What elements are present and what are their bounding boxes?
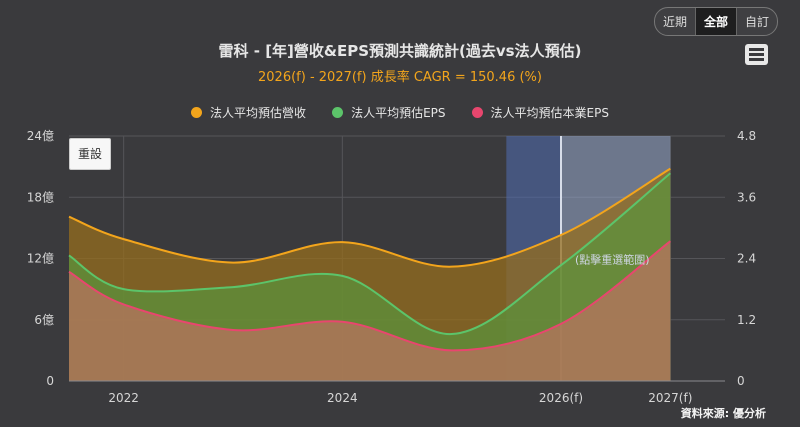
range-button-custom[interactable]: 自訂	[744, 15, 769, 29]
legend-label-revenue: 法人平均預估營收	[210, 106, 307, 120]
legend-dot-core-eps	[471, 107, 483, 118]
range-button-all[interactable]: 全部	[695, 8, 737, 35]
chart-title: 雷科 - [年]營收&EPS預測共識統計(過去vs法人預估)	[218, 42, 582, 60]
legend-dot-eps	[332, 107, 344, 118]
chart-legend: 法人平均預估營收 法人平均預估EPS 法人平均預估本業EPS	[0, 104, 800, 121]
legend-dot-revenue	[191, 107, 203, 118]
legend-label-eps: 法人平均預估EPS	[351, 106, 446, 120]
y-right-tick-label: 3.6	[737, 190, 756, 204]
x-tick-label: 2026(f)	[539, 391, 583, 405]
hamburger-menu-icon[interactable]	[745, 44, 768, 65]
series-area-2	[69, 241, 671, 381]
legend-item-revenue[interactable]: 法人平均預估營收	[191, 104, 306, 121]
x-tick-label: 2027(f)	[648, 391, 692, 405]
range-selector: 近期 全部 自訂	[653, 7, 778, 36]
y-left-tick-label: 12億	[27, 252, 54, 266]
y-right-tick-label: 0	[737, 374, 745, 388]
series-line-0	[68, 167, 671, 268]
legend-label-core-eps: 法人平均預估本業EPS	[490, 106, 609, 120]
y-right-tick-label: 2.4	[737, 252, 756, 266]
y-right-tick-label: 1.2	[737, 313, 756, 327]
y-left-tick-label: 24億	[27, 129, 54, 143]
data-source-label: 資料來源: 優分析	[680, 407, 766, 420]
series-line-1	[68, 172, 671, 336]
y-left-tick-label: 0	[46, 374, 54, 388]
legend-item-core-eps[interactable]: 法人平均預估本業EPS	[471, 104, 609, 121]
y-right-tick-label: 4.8	[737, 129, 756, 143]
reset-zoom-button[interactable]: 重設	[69, 138, 111, 170]
range-button-recent[interactable]: 近期	[655, 8, 696, 35]
y-left-tick-label: 18億	[27, 190, 54, 204]
series-line-2	[68, 240, 671, 352]
chart-subtitle: 2026(f) - 2027(f) 成長率 CAGR = 150.46 (%)	[258, 70, 542, 85]
legend-item-eps[interactable]: 法人平均預估EPS	[332, 104, 446, 121]
x-tick-label: 2024	[327, 391, 358, 405]
x-tick-label: 2022	[108, 391, 139, 405]
forecast-band-hint: (點擊重選範圍)	[575, 253, 650, 267]
y-left-tick-label: 6億	[34, 313, 54, 327]
